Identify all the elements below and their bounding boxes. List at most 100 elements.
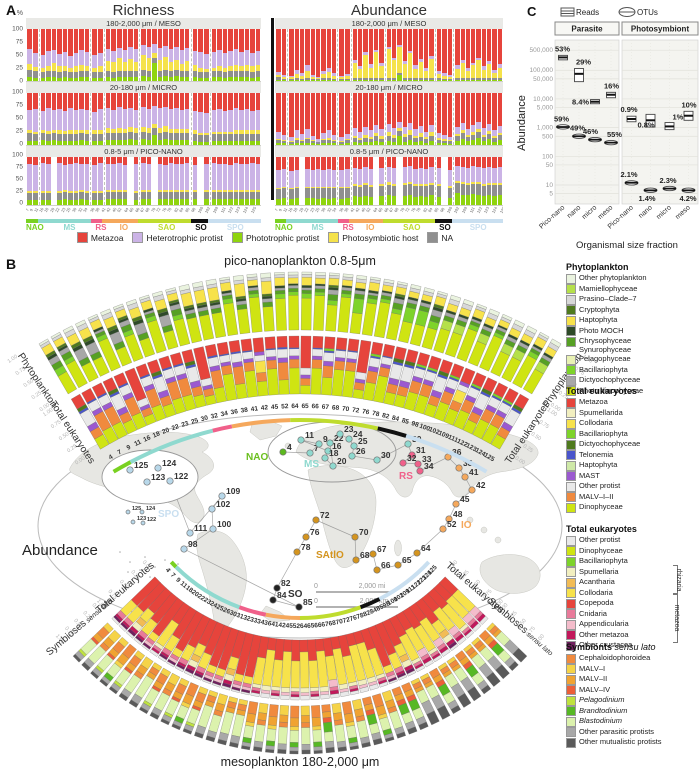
fan-bar xyxy=(300,335,312,395)
bar-segment xyxy=(424,169,429,185)
bar-segment xyxy=(133,77,139,81)
bar-segment xyxy=(337,746,347,752)
bar-segment xyxy=(125,299,137,306)
bar-segment xyxy=(116,162,122,190)
bar-segment xyxy=(235,383,248,400)
bar-segment xyxy=(267,716,278,726)
fan-station-number: 11 xyxy=(179,580,189,590)
bar-segment xyxy=(279,714,289,723)
bar-segment xyxy=(465,184,471,196)
fan-bar xyxy=(299,639,310,701)
bar-segment xyxy=(122,108,128,130)
bar-segment xyxy=(465,68,471,72)
bar-segment xyxy=(436,186,442,197)
bar-segment xyxy=(402,93,408,128)
fan-bar xyxy=(409,287,435,347)
bar-segment xyxy=(122,164,128,190)
fan-station-number: 76 xyxy=(362,408,371,416)
bar-segment xyxy=(288,288,299,292)
fan-bar xyxy=(433,363,465,422)
legend-item: Prasino–Clade–7 xyxy=(566,294,684,305)
bar-segment xyxy=(392,157,397,169)
bar-segment xyxy=(141,644,150,651)
bar-segment xyxy=(250,133,255,141)
bar-segment xyxy=(233,29,239,49)
station-number: 18 xyxy=(329,448,339,458)
map-region-label-SAtlO: SAtlO xyxy=(316,550,344,561)
stacked-bar xyxy=(228,29,233,81)
bar-segment xyxy=(40,110,46,131)
y-tick: 25 xyxy=(15,127,23,135)
bar-segment xyxy=(289,143,294,145)
bar-segment xyxy=(98,130,103,134)
stacked-bar xyxy=(27,93,32,145)
fan-bar xyxy=(351,698,371,748)
bar-segment xyxy=(124,367,147,402)
map-station-20: 20 xyxy=(329,456,347,470)
map-station-25: 25 xyxy=(350,436,368,450)
bar-segment xyxy=(327,294,339,301)
stacked-bar xyxy=(157,93,163,145)
bar-segment xyxy=(157,128,163,133)
bar-segment xyxy=(222,29,228,53)
bar-segment xyxy=(255,191,260,200)
island-dot xyxy=(149,576,151,578)
bar-segment xyxy=(180,292,194,308)
fan-bar xyxy=(446,656,482,702)
station-number: 67 xyxy=(377,544,387,554)
bar-segment xyxy=(294,79,300,81)
bar-segment xyxy=(488,308,500,317)
fan-station-number: 70 xyxy=(335,618,344,626)
bar-segment xyxy=(429,182,434,185)
bar-segment xyxy=(32,29,38,53)
bar-segment xyxy=(341,701,353,715)
fan-bar xyxy=(113,303,144,362)
stacked-bar xyxy=(465,93,471,145)
bar-segment xyxy=(383,278,395,284)
bar-segment xyxy=(340,691,350,697)
bar-segment xyxy=(331,80,337,81)
bar-segment xyxy=(392,141,397,145)
bar-segment xyxy=(383,391,397,406)
bar-segment xyxy=(185,133,190,141)
legend-swatch xyxy=(566,386,576,396)
fan-bar xyxy=(125,299,155,358)
subpanel-title: Photosymbiont xyxy=(631,25,690,34)
fan-station-number: 18 xyxy=(152,430,162,439)
bar-segment xyxy=(487,184,492,196)
fan-bar xyxy=(337,273,354,333)
bar-segment xyxy=(228,66,233,72)
station-number: 72 xyxy=(320,510,330,520)
bar-segment xyxy=(471,132,476,135)
fan-bar xyxy=(523,338,562,395)
bar-segment xyxy=(32,131,38,134)
bar-segment xyxy=(300,692,310,696)
fan-bar xyxy=(486,622,528,663)
bar-segment xyxy=(471,62,476,66)
bar-segment xyxy=(98,52,103,67)
stacked-bar xyxy=(40,157,46,205)
stacked-bar xyxy=(368,157,374,205)
bar-segment xyxy=(105,132,111,140)
bar-segment xyxy=(32,140,38,145)
map-station-52: 52 xyxy=(439,519,457,533)
station-number: 33 xyxy=(422,454,432,464)
bar-segment xyxy=(116,199,122,205)
ocean-label-NAO: NAO xyxy=(26,223,44,232)
map-station-66: 66 xyxy=(373,560,391,574)
abundance-bars-row xyxy=(275,93,503,146)
bar-segment xyxy=(471,29,476,63)
bar-segment xyxy=(116,157,122,163)
bar-segment xyxy=(32,71,38,78)
bar-segment xyxy=(321,70,326,74)
legend-item: MALV–I xyxy=(566,664,684,674)
bar-segment xyxy=(216,341,230,356)
bar-segment xyxy=(497,135,503,140)
pct-label: 1% xyxy=(673,113,684,122)
bar-segment xyxy=(157,157,163,164)
bar-segment xyxy=(138,294,150,301)
ring-tick-label: 0.25 xyxy=(557,390,569,401)
bar-segment xyxy=(281,140,287,144)
bar-segment xyxy=(250,77,255,81)
bar-segment xyxy=(329,272,340,276)
